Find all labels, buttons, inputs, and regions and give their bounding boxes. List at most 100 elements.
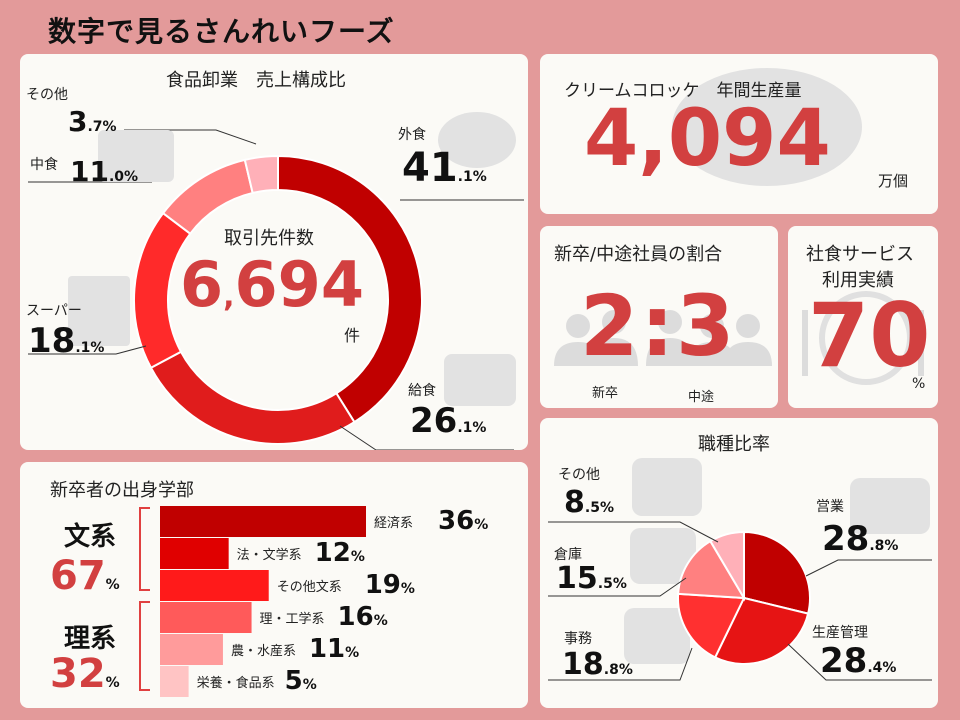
jobs-panel: 職種比率 営業 28.8% 生産管理 28.4% 事務 18.8% 倉庫 15.… (540, 418, 938, 708)
edu-bar-value-2: 12% (314, 538, 365, 568)
cafeteria-title-line1: 社食サービス (806, 244, 914, 265)
jobs-value-production: 28.4% (820, 641, 897, 681)
edu-bar-1 (160, 506, 366, 537)
people-silhouette-icons (554, 310, 772, 366)
edu-bar-value-3: 19% (364, 570, 415, 600)
leader-jobs-warehouse (548, 577, 687, 597)
jobs-slice-2 (713, 596, 810, 665)
sales-title: 食品卸業 売上構成比 (166, 70, 346, 91)
humanities-label: 文系 (64, 522, 117, 552)
edu-bar-label-2: 法・文学系 (236, 548, 302, 563)
client-count-unit: 件 (344, 326, 361, 345)
person-icon-2-body (590, 338, 638, 366)
edu-bar-6 (160, 666, 189, 697)
cafeteria-unit: % (912, 376, 926, 392)
sales-label-kyushoku: 給食 (408, 383, 436, 399)
sales-label-other: その他 (26, 87, 68, 103)
supermarket-shelf-image (68, 276, 130, 346)
person-icon-4 (700, 314, 724, 338)
jobs-value-warehouse: 15.5% (556, 561, 627, 596)
jobs-label-production: 生産管理 (812, 625, 868, 641)
jobs-value-office: 18.8% (562, 647, 633, 682)
jobs-title: 職種比率 (698, 434, 770, 455)
ratio-right-label: 中途 (688, 390, 715, 405)
sales-donut-chart (28, 129, 524, 450)
jobs-pie-chart (548, 521, 932, 681)
person-icon-1 (566, 314, 590, 338)
edu-bar-value-4: 16% (337, 602, 388, 632)
croquette-panel: クリームコロッケ 年間生産量 4,094 万個 (540, 54, 938, 214)
leader-jobs-office (548, 647, 693, 681)
person-icon-5 (736, 314, 760, 338)
sales-value-kyushoku: 26.1% (410, 401, 487, 441)
edu-bar-value-5: 11% (308, 634, 360, 664)
food-plate-image (438, 112, 516, 168)
edu-bar-label-5: 農・水産系 (230, 644, 296, 659)
jobs-value-other: 8.5% (564, 485, 614, 520)
education-bar-chart (139, 506, 366, 697)
sales-slice-5 (243, 154, 279, 195)
edu-bar-value-1: 36% (438, 506, 489, 536)
sales-label-gaishoku: 外食 (398, 127, 426, 143)
cafeteria-value: 70 (808, 284, 931, 387)
cafeteria-title-line2: 利用実績 (822, 270, 894, 291)
humanities-bracket (139, 507, 150, 591)
leader-supermarket (28, 345, 147, 355)
edu-bar-value-6: 5% (284, 666, 317, 696)
bento-box-image (98, 130, 174, 182)
edu-bar-label-6: 栄養・食品系 (196, 676, 275, 691)
sales-slice-2 (149, 350, 356, 445)
jobs-label-sales: 営業 (816, 499, 844, 515)
person-icon-3-body (646, 338, 694, 366)
jobs-slice-5 (709, 530, 745, 602)
leader-jobs-sales (805, 559, 932, 577)
croquette-value: 4,094 (584, 94, 831, 184)
sales-panel: 食品卸業 売上構成比 取引先件数 6,694 件 外食 41.1% 給食 26.… (20, 54, 528, 450)
sales-value-gaishoku: 41.1% (402, 145, 487, 191)
client-count-main: 6 (180, 248, 224, 321)
office-staff-image (624, 608, 690, 664)
jobs-label-warehouse: 倉庫 (554, 547, 582, 563)
sales-slice-1 (277, 154, 423, 424)
sales-value-nakashoku: 11.0% (70, 155, 139, 188)
page-title: 数字で見るさんれいフーズ (48, 15, 395, 48)
croquette-image (672, 68, 862, 186)
leader-jobs-production (787, 643, 932, 681)
jobs-slice-3 (677, 592, 746, 659)
science-value: 32% (50, 651, 120, 697)
school-lunch-tray-image (444, 354, 516, 406)
person-icon-1-body (554, 342, 602, 366)
sales-label-nakashoku: 中食 (30, 157, 58, 173)
client-count-value: 6,694 (180, 254, 364, 316)
sales-slice-4 (161, 158, 254, 236)
sales-value-supermarket: 18.1% (28, 321, 105, 361)
edu-bar-5 (160, 634, 223, 665)
jobs-label-office: 事務 (564, 631, 592, 647)
jobs-slice-4 (677, 539, 746, 600)
ratio-value: 2:3 (580, 277, 737, 375)
leader-kyushoku (339, 425, 514, 450)
ratio-title: 新卒/中途社員の割合 (554, 244, 723, 265)
edu-bar-2 (160, 538, 229, 569)
croquette-title: クリームコロッケ 年間生産量 (564, 81, 802, 101)
science-bracket (139, 601, 150, 691)
humanities-value: 67% (50, 553, 120, 599)
person-icon-3 (658, 310, 682, 334)
person-icon-5-body (724, 342, 772, 366)
ratio-panel: 新卒/中途社員の割合 2:3 新卒 中途 (540, 226, 778, 408)
education-panel: 新卒者の出身学部 文系 67% 理系 32% 経済系 36% 法・文学系 12% その他… (20, 462, 528, 708)
science-label: 理系 (64, 624, 117, 654)
croquette-unit: 万個 (878, 172, 909, 190)
client-count-sep: , (223, 279, 235, 314)
ratio-left-label: 新卒 (592, 386, 619, 401)
plate-cutlery-icon (802, 291, 924, 385)
edu-bar-3 (160, 570, 269, 601)
jobs-value-sales: 28.8% (822, 519, 899, 559)
leader-jobs-other (548, 521, 719, 543)
sales-staff-image (850, 478, 930, 534)
sales-label-supermarket: スーパー (26, 303, 82, 319)
edu-bar-label-1: 経済系 (374, 516, 414, 531)
education-title: 新卒者の出身学部 (50, 480, 194, 501)
jobs-slice-1 (743, 530, 811, 615)
cafeteria-panel: 社食サービス 利用実績 70 % (788, 226, 938, 408)
